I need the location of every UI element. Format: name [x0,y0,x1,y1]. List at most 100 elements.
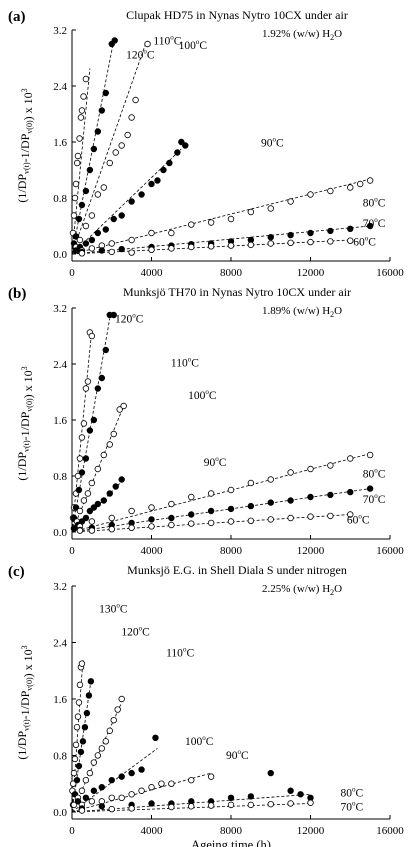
data-point [88,245,96,252]
data-point [148,784,155,791]
x-tick-label: 16000 [376,545,404,557]
data-point [78,201,86,209]
data-point [106,441,113,448]
data-point [152,734,159,742]
data-point [207,490,215,497]
data-point [227,242,235,249]
data-point [120,402,127,410]
data-point [82,776,90,784]
data-point [100,451,107,459]
series-label: 100oC [185,734,214,748]
x-tick-label: 16000 [376,267,404,279]
data-point [307,238,314,246]
data-point [267,769,274,777]
data-point [148,246,155,253]
data-point [207,802,215,809]
fit-line [71,68,91,255]
data-point [70,769,78,777]
series-label: 80oC [363,195,386,209]
data-point [76,681,84,689]
chart-panel-b: (b) Munksjö TH70 in Nynas Nytro 10CX unde… [8,285,404,557]
data-point [111,37,118,44]
data-point [82,222,90,230]
data-point [227,794,235,802]
data-point [82,794,90,802]
data-point [188,221,195,228]
data-point [74,152,82,160]
series-label: 110oC [166,646,194,660]
y-tick-label: 0.8 [53,750,67,762]
data-point [227,801,235,809]
data-point [78,660,86,667]
data-point [138,766,145,773]
data-point [73,776,81,784]
data-point [128,198,135,205]
x-tick-label: 0 [69,545,75,557]
data-point [118,245,125,253]
x-tick-label: 16000 [376,825,404,837]
y-axis-label: (1/DPv(t)-1/DPv(0)) x 103 [15,88,35,202]
data-point [267,476,274,483]
fit-line [71,328,93,533]
data-point [247,793,255,800]
data-point [327,512,334,520]
data-point [207,219,215,226]
data-point [108,514,115,522]
data-point [247,801,255,809]
data-point [78,807,86,814]
data-point [182,142,189,149]
data-point [168,514,175,522]
fit-line [71,239,351,255]
series-110C: 110oC [70,311,199,533]
fit-line [71,681,92,812]
data-point [174,149,181,156]
data-point [73,159,81,167]
data-point [80,420,88,427]
data-point [307,191,314,198]
data-point [108,805,115,813]
data-point [70,801,78,809]
data-point [78,469,86,476]
data-point [84,378,92,385]
data-point [71,755,79,763]
fit-line [71,225,371,255]
data-point [287,239,294,246]
data-point [287,198,294,205]
data-point [94,752,102,759]
data-point [88,212,96,219]
data-point [72,741,80,749]
data-point [307,465,314,473]
data-point [90,416,98,424]
x-tick-label: 0 [69,825,75,837]
data-point [307,229,314,237]
series-label: 80oC [363,466,386,480]
data-point [118,794,125,802]
series-90C: 90oC [71,135,284,255]
series-120C: 120oC [69,312,144,533]
data-point [90,787,98,794]
data-point [98,247,106,254]
series-110C: 110oC [70,34,182,255]
chart-panel-a: (a) Clupak HD75 in Nynas Nytro 10CX under… [8,8,404,279]
series-80C: 80oC [71,177,386,255]
series-label: 120oC [121,625,150,639]
data-point [88,527,96,534]
y-tick-label: 3.2 [53,25,67,37]
moisture-annotation: 1.89% (w/w) H2O [262,305,342,319]
fit-line [71,178,371,255]
series-120C: 120oC [69,625,150,812]
data-point [247,502,255,510]
data-point [70,212,78,219]
x-axis-label: Ageing time (h) [191,838,271,847]
data-point [347,455,354,462]
panel-label: (b) [8,286,26,302]
data-point [102,226,109,233]
data-point [110,215,117,223]
data-point [307,493,314,501]
data-point [138,787,145,794]
data-point [287,497,294,504]
panel-title: Munksjö TH70 in Nynas Nytro 10CX under a… [123,285,351,299]
data-point [87,678,95,685]
data-point [110,311,117,319]
data-point [287,231,294,239]
